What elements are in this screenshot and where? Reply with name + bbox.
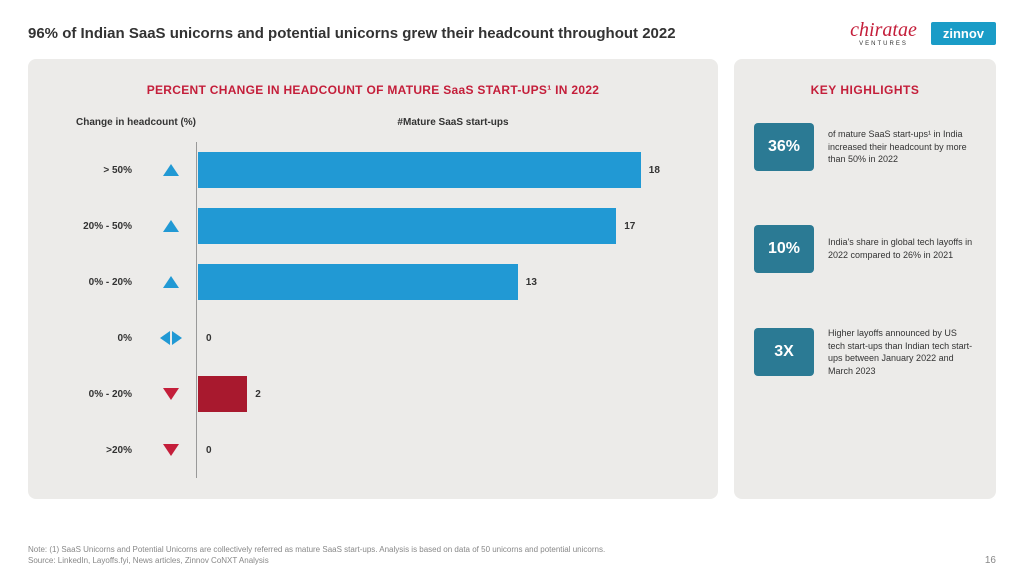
direction-icon	[146, 331, 196, 345]
direction-icon	[146, 444, 196, 456]
footer-text: Note: (1) SaaS Unicorns and Potential Un…	[28, 544, 605, 566]
zinnov-logo: zinnov	[931, 22, 996, 45]
chart-row: 20% - 50% 17	[56, 198, 690, 254]
bar-area: 18	[196, 142, 690, 198]
row-label: > 50%	[56, 165, 146, 176]
logos: chiratae VENTURES zinnov	[850, 20, 996, 47]
footer-note: Note: (1) SaaS Unicorns and Potential Un…	[28, 544, 605, 555]
highlight-text: India's share in global tech layoffs in …	[828, 236, 976, 261]
row-label: >20%	[56, 445, 146, 456]
highlight-item: 36% of mature SaaS start-ups¹ in India in…	[754, 123, 976, 171]
triangle-up-icon	[163, 164, 179, 176]
chart-header-left: Change in headcount (%)	[56, 117, 216, 128]
bar-value: 0	[206, 445, 212, 456]
bar-area: 17	[196, 198, 690, 254]
bar-area: 2	[196, 366, 690, 422]
chart-row: > 50% 18	[56, 142, 690, 198]
page-title: 96% of Indian SaaS unicorns and potentia…	[28, 25, 676, 42]
bar	[198, 376, 247, 412]
chart-header-right: #Mature SaaS start-ups	[216, 117, 690, 128]
chiratae-logo-text: chiratae	[850, 19, 917, 41]
bar-value: 13	[526, 277, 537, 288]
highlight-badge: 3X	[754, 328, 814, 376]
chart-rows: > 50% 18 20% - 50% 17 0% - 20% 13 0% 0 0% - 20% 2…	[56, 142, 690, 478]
row-label: 0% - 20%	[56, 389, 146, 400]
highlight-item: 3X Higher layoffs announced by US tech st…	[754, 327, 976, 377]
row-label: 0%	[56, 333, 146, 344]
chart-row: 0% - 20% 13	[56, 254, 690, 310]
triangle-both-icon	[160, 331, 182, 345]
bar	[198, 208, 616, 244]
row-label: 20% - 50%	[56, 221, 146, 232]
row-label: 0% - 20%	[56, 277, 146, 288]
highlights-list: 36% of mature SaaS start-ups¹ in India in…	[754, 123, 976, 377]
triangle-down-icon	[163, 444, 179, 456]
chart-row: 0% 0	[56, 310, 690, 366]
content: PERCENT CHANGE IN HEADCOUNT OF MATURE Sa…	[0, 59, 1024, 499]
bar-value: 18	[649, 165, 660, 176]
highlight-badge: 36%	[754, 123, 814, 171]
bar	[198, 264, 518, 300]
highlights-panel: KEY HIGHLIGHTS 36% of mature SaaS start-u…	[734, 59, 996, 499]
footer-source: Source: LinkedIn, Layoffs.fyi, News arti…	[28, 555, 605, 566]
chiratae-logo: chiratae VENTURES	[850, 20, 917, 47]
triangle-down-icon	[163, 388, 179, 400]
bar-value: 0	[206, 333, 212, 344]
chiratae-logo-sub: VENTURES	[850, 41, 917, 47]
direction-icon	[146, 388, 196, 400]
highlight-badge: 10%	[754, 225, 814, 273]
bar	[198, 152, 641, 188]
page-number: 16	[985, 555, 996, 566]
highlight-item: 10% India's share in global tech layoffs …	[754, 225, 976, 273]
direction-icon	[146, 164, 196, 176]
bar-area: 13	[196, 254, 690, 310]
triangle-up-icon	[163, 220, 179, 232]
highlight-text: Higher layoffs announced by US tech star…	[828, 327, 976, 377]
chart-title: PERCENT CHANGE IN HEADCOUNT OF MATURE Sa…	[56, 83, 690, 97]
bar-value: 17	[624, 221, 635, 232]
chart-row: >20% 0	[56, 422, 690, 478]
bar-area: 0	[196, 310, 690, 366]
footer: Note: (1) SaaS Unicorns and Potential Un…	[28, 544, 996, 566]
direction-icon	[146, 276, 196, 288]
bar-value: 2	[255, 389, 261, 400]
triangle-up-icon	[163, 276, 179, 288]
direction-icon	[146, 220, 196, 232]
chart-row: 0% - 20% 2	[56, 366, 690, 422]
chart-headers: Change in headcount (%) #Mature SaaS sta…	[56, 117, 690, 128]
bar-area: 0	[196, 422, 690, 478]
header: 96% of Indian SaaS unicorns and potentia…	[0, 0, 1024, 59]
highlights-title: KEY HIGHLIGHTS	[754, 83, 976, 97]
highlight-text: of mature SaaS start-ups¹ in India incre…	[828, 128, 976, 166]
chart-panel: PERCENT CHANGE IN HEADCOUNT OF MATURE Sa…	[28, 59, 718, 499]
